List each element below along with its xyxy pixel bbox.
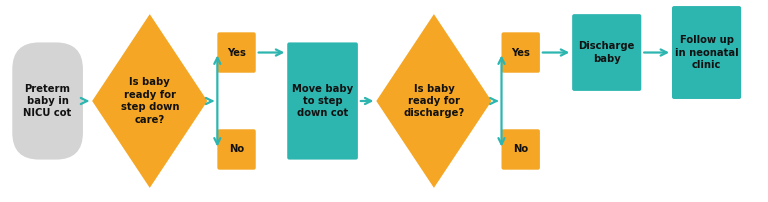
FancyBboxPatch shape: [217, 129, 256, 170]
Text: Yes: Yes: [227, 47, 246, 58]
FancyBboxPatch shape: [12, 42, 83, 160]
Text: Is baby
ready for
step down
care?: Is baby ready for step down care?: [121, 77, 179, 125]
FancyBboxPatch shape: [502, 129, 540, 170]
Text: Yes: Yes: [511, 47, 530, 58]
Text: No: No: [513, 144, 528, 155]
Polygon shape: [376, 14, 492, 188]
Text: Discharge
baby: Discharge baby: [578, 41, 635, 64]
Text: No: No: [229, 144, 244, 155]
FancyBboxPatch shape: [217, 32, 256, 73]
Text: Follow up
in neonatal
clinic: Follow up in neonatal clinic: [675, 35, 738, 70]
FancyBboxPatch shape: [502, 32, 540, 73]
FancyBboxPatch shape: [672, 6, 741, 99]
Polygon shape: [92, 14, 207, 188]
FancyBboxPatch shape: [572, 14, 641, 91]
Text: Move baby
to step
down cot: Move baby to step down cot: [292, 84, 353, 118]
FancyBboxPatch shape: [287, 42, 358, 160]
Text: Preterm
baby in
NICU cot: Preterm baby in NICU cot: [24, 84, 71, 118]
Text: Is baby
ready for
discharge?: Is baby ready for discharge?: [403, 84, 465, 118]
